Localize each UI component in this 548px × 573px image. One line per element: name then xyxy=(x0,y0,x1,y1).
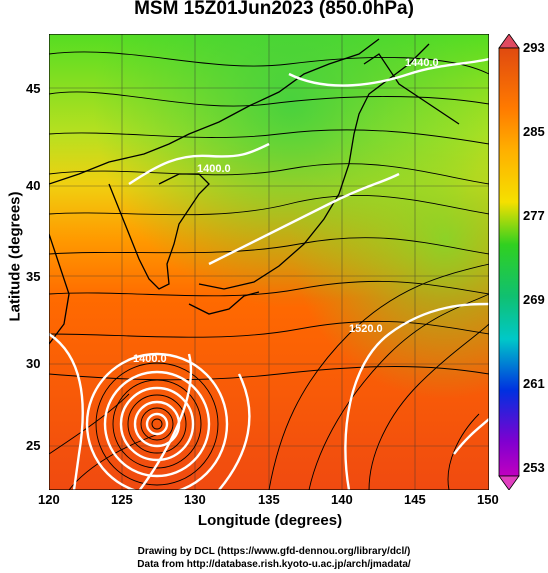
credit-line-1: Drawing by DCL (https://www.gfd-dennou.o… xyxy=(137,546,411,557)
credit-line-2: Data from http://database.rish.kyoto-u.a… xyxy=(137,559,411,570)
x-tick-label: 125 xyxy=(111,492,133,507)
colorbar-bottom-arrow xyxy=(498,475,520,490)
height-contours xyxy=(49,57,489,490)
colorbar-top-arrow xyxy=(498,34,520,49)
colorbar xyxy=(498,34,520,490)
x-axis-title: Longitude (degrees) xyxy=(197,512,343,529)
x-tick-label: 145 xyxy=(404,492,426,507)
colorbar-scale xyxy=(498,47,520,477)
gridlines xyxy=(49,34,489,490)
y-tick-label: 25 xyxy=(26,438,41,453)
colorbar-label: 253 xyxy=(523,460,545,475)
wind-streamlines xyxy=(49,51,489,490)
colorbar-label: 285 xyxy=(523,124,545,139)
map-title: MSM 15Z01Jun2023 (850.0hPa) xyxy=(134,0,414,19)
colorbar-label: 269 xyxy=(523,292,545,307)
cyclone-rings xyxy=(85,352,229,490)
y-tick-label: 30 xyxy=(26,356,41,371)
colorbar-label: 293 xyxy=(523,40,545,55)
x-tick-label: 135 xyxy=(258,492,280,507)
y-tick-label: 35 xyxy=(26,269,41,284)
contour-label: 1400.0 xyxy=(197,163,231,175)
y-tick-label: 45 xyxy=(26,81,41,96)
contour-label: 1400.0 xyxy=(133,353,167,365)
contour-label: 1440.0 xyxy=(405,57,439,69)
colorbar-label: 277 xyxy=(523,208,545,223)
colorbar-label: 261 xyxy=(523,376,545,391)
x-tick-label: 140 xyxy=(331,492,353,507)
temperature-wind-map: 1400.0 1400.0 1440.0 1520.0 xyxy=(49,34,489,490)
x-tick-label: 150 xyxy=(477,492,499,507)
x-tick-label: 120 xyxy=(38,492,60,507)
y-axis-title: Latitude (degrees) xyxy=(6,191,24,322)
contour-label: 1520.0 xyxy=(349,323,383,335)
y-tick-label: 40 xyxy=(26,178,41,193)
x-tick-label: 130 xyxy=(184,492,206,507)
